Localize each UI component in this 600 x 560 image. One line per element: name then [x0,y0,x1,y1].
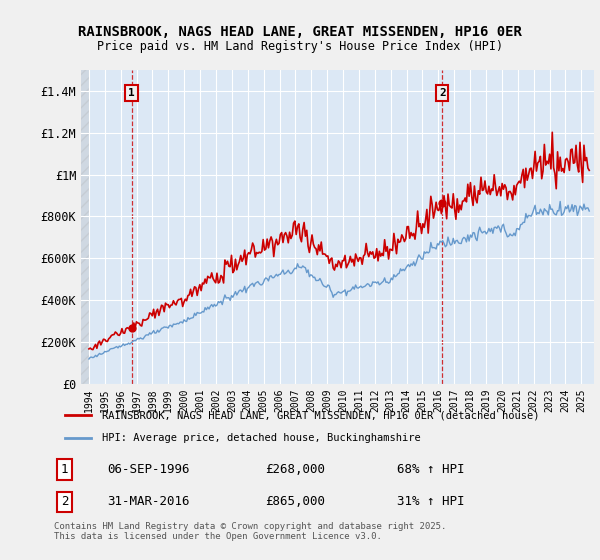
Text: 1: 1 [61,463,68,476]
Text: HPI: Average price, detached house, Buckinghamshire: HPI: Average price, detached house, Buck… [101,433,420,444]
Text: 2: 2 [61,496,68,508]
Text: 2: 2 [439,88,446,98]
Text: 1: 1 [128,88,135,98]
Text: RAINSBROOK, NAGS HEAD LANE, GREAT MISSENDEN, HP16 0ER: RAINSBROOK, NAGS HEAD LANE, GREAT MISSEN… [78,25,522,39]
Text: Contains HM Land Registry data © Crown copyright and database right 2025.
This d: Contains HM Land Registry data © Crown c… [54,522,446,542]
Text: Price paid vs. HM Land Registry's House Price Index (HPI): Price paid vs. HM Land Registry's House … [97,40,503,53]
Text: 06-SEP-1996: 06-SEP-1996 [107,463,190,476]
Text: 68% ↑ HPI: 68% ↑ HPI [397,463,465,476]
Text: £865,000: £865,000 [265,496,325,508]
Text: 31-MAR-2016: 31-MAR-2016 [107,496,190,508]
Bar [81,70,89,384]
Text: £268,000: £268,000 [265,463,325,476]
Text: RAINSBROOK, NAGS HEAD LANE, GREAT MISSENDEN, HP16 0ER (detached house): RAINSBROOK, NAGS HEAD LANE, GREAT MISSEN… [101,410,539,421]
Text: 31% ↑ HPI: 31% ↑ HPI [397,496,465,508]
